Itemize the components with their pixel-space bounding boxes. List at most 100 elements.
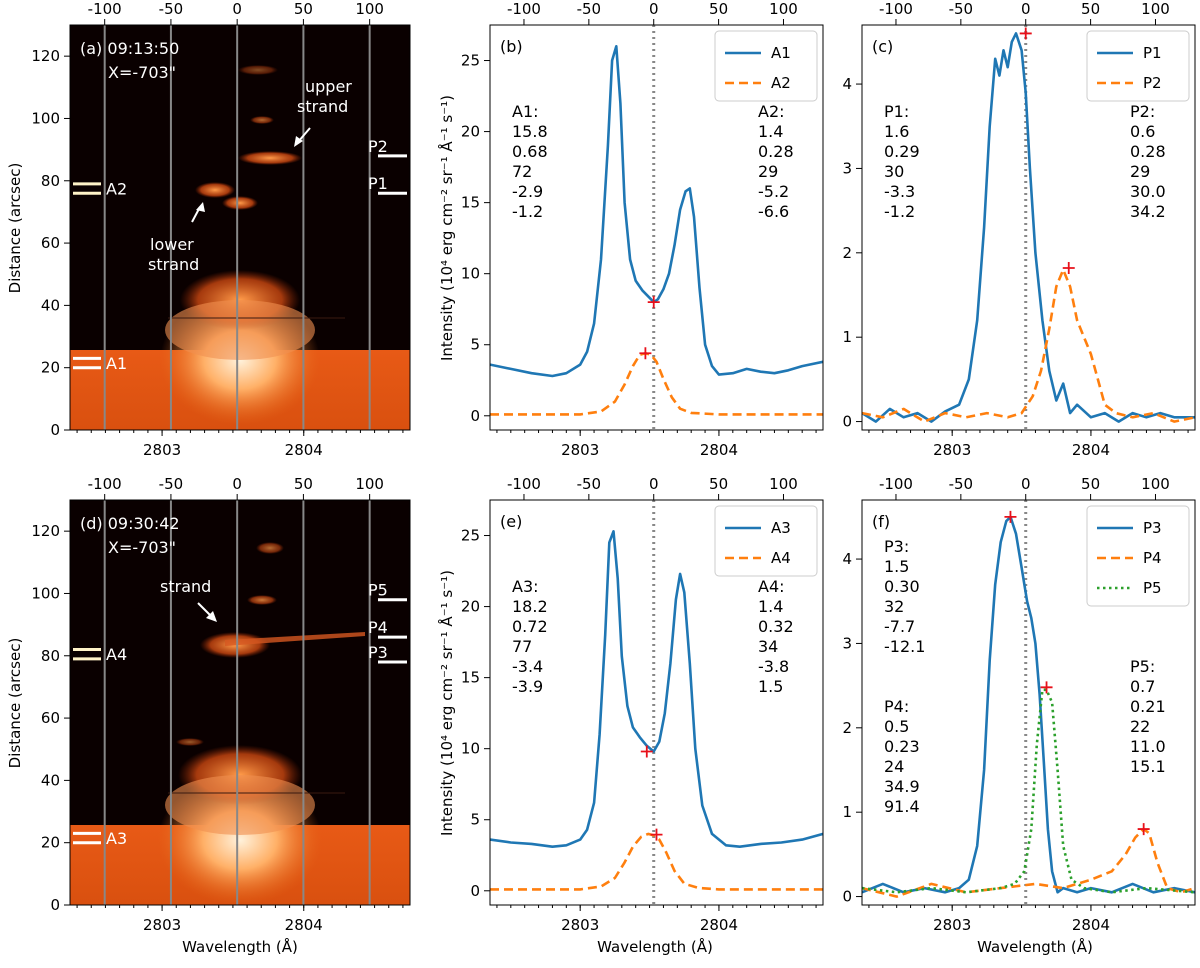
- note-upper-strand: upper strand: [297, 77, 352, 116]
- panel-c-ytick-label: 3: [842, 159, 852, 177]
- panel-b-toptick-label: -100: [507, 0, 541, 18]
- series-p2: [862, 268, 1195, 423]
- stats-a4: A4: 1.4 0.32 34 -3.8 1.5: [758, 577, 794, 696]
- ylabel-e: Intensity (10⁴ erg cm⁻² sr⁻¹ Å⁻¹ s⁻¹): [437, 570, 456, 836]
- panel-a-xtick-label: 2803: [143, 441, 181, 459]
- panel-d-ytick-label: 40: [41, 771, 60, 789]
- panel-d-ytick-label: 20: [41, 834, 60, 852]
- panel-d-toptick-label: -50: [159, 475, 184, 493]
- plabel-p4: P4: [368, 618, 388, 637]
- marker-label-a4: A4: [106, 645, 127, 664]
- legend-label-a3: A3: [771, 519, 791, 537]
- panel-a-toptick-label: -100: [88, 0, 122, 18]
- panel-f-toptick-label: 100: [1141, 475, 1170, 493]
- panel-d-ytick-label: 60: [41, 709, 60, 727]
- peak-marker: [640, 745, 653, 758]
- peak-marker: [1004, 510, 1017, 523]
- legend-label-a1: A1: [771, 44, 791, 62]
- panel-e-toptick-label: 0: [649, 475, 659, 493]
- legend-box: [714, 505, 818, 577]
- panel-b-xtick-label: 2804: [700, 441, 738, 459]
- stats-p3: P3: 1.5 0.30 32 -7.7 -12.1: [884, 537, 925, 656]
- panel-f-toptick-label: -100: [879, 475, 913, 493]
- peak-marker: [650, 828, 663, 841]
- panel-b-ytick-label: 20: [461, 123, 480, 141]
- stats-p2: P2: 0.6 0.28 29 30.0 34.2: [1130, 102, 1166, 221]
- panel-e-toptick-label: -100: [507, 475, 541, 493]
- panel-a-position: X=-703": [108, 63, 176, 82]
- panel-d-toptick-label: 100: [355, 475, 384, 493]
- panel-a-ytick-label: 60: [41, 234, 60, 252]
- legend: A1 A2: [714, 30, 818, 102]
- plot-frame: [861, 24, 1196, 431]
- panel-d-ytick-label: 120: [31, 522, 60, 540]
- xlabel-d: Wavelength (Å): [182, 937, 298, 956]
- series-p3: [862, 515, 1195, 894]
- panel-e-toptick-label: -50: [577, 475, 602, 493]
- series-a1: [490, 44, 823, 378]
- panel-d-toptick-label: 0: [232, 475, 242, 493]
- panel-b-toptick-label: -50: [577, 0, 602, 18]
- legend: P3 P4 P5: [1086, 505, 1190, 607]
- plabel-p1: P1: [368, 174, 388, 193]
- peak-marker: [639, 347, 652, 360]
- panel-a-ytick-label: 0: [50, 421, 60, 439]
- plabel-p5: P5: [368, 581, 388, 600]
- peak-marker: [647, 296, 660, 309]
- panel-e-ytick-label: 10: [461, 740, 480, 758]
- panel-f-ytick-label: 0: [842, 888, 852, 906]
- panel-e-ytick-label: 5: [470, 811, 480, 829]
- panel-f-xtick-label: 2803: [933, 916, 971, 934]
- panel-a-toptick-label: 0: [232, 0, 242, 18]
- panel-e-xtick-label: 2803: [561, 916, 599, 934]
- peak-marker: [1019, 27, 1032, 40]
- panel-e-toptick-label: 100: [769, 475, 798, 493]
- panel-f-toptick-label: 50: [1081, 475, 1100, 493]
- ylabel-a: Distance (arcsec): [6, 163, 24, 294]
- legend: P1 P2: [1086, 30, 1190, 102]
- panel-f-ytick-label: 1: [842, 803, 852, 821]
- panel-e-xtick-label: 2804: [700, 916, 738, 934]
- panel-c-xtick-label: 2804: [1072, 441, 1110, 459]
- panel-d-ytick-label: 80: [41, 647, 60, 665]
- panel-d-toptick-label: -100: [88, 475, 122, 493]
- ylabel-d: Distance (arcsec): [6, 638, 24, 769]
- panel-f-ytick-label: 4: [842, 550, 852, 568]
- panel-d-xtick-label: 2804: [285, 916, 323, 934]
- panel-a-ytick-label: 80: [41, 172, 60, 190]
- series-p4: [862, 827, 1195, 898]
- plabel-p2: P2: [368, 137, 388, 156]
- legend-label-p4: P4: [1143, 549, 1162, 567]
- panel-d-label: (d) 09:30:42: [80, 514, 180, 533]
- plot-frame: [489, 24, 824, 431]
- stats-a1: A1: 15.8 0.68 72 -2.9 -1.2: [512, 102, 548, 221]
- panel-c-ytick-label: 0: [842, 413, 852, 431]
- panel-a-toptick-label: 50: [294, 0, 313, 18]
- legend-box: [714, 30, 818, 102]
- panel-e-ytick-label: 20: [461, 598, 480, 616]
- panel-c-ytick-label: 1: [842, 328, 852, 346]
- panel-b-label: (b): [500, 37, 523, 56]
- xlabel-f: Wavelength (Å): [977, 937, 1093, 956]
- panel-f-spectra: 2803 2804 -100 -50 0 50 100 0 1 2 3 4 (f) P3 P4 P5 P3: 1.…: [842, 475, 1196, 934]
- legend: A3 A4: [714, 505, 818, 577]
- panel-d-xtick-label: 2803: [143, 916, 181, 934]
- panel-b-ytick-label: 15: [461, 194, 480, 212]
- panel-f-toptick-label: 0: [1021, 475, 1031, 493]
- marker-label-a1: A1: [106, 354, 127, 373]
- panel-d-position: X=-703": [108, 538, 176, 557]
- legend-label-p5: P5: [1143, 579, 1162, 597]
- panel-c-ytick-label: 4: [842, 75, 852, 93]
- panel-f-label: (f): [872, 512, 890, 531]
- panel-e-label: (e): [500, 512, 522, 531]
- series-a2: [490, 351, 823, 416]
- panel-c-xtick-label: 2803: [933, 441, 971, 459]
- panel-c-toptick-label: 50: [1081, 0, 1100, 18]
- panel-d-ytick-label: 0: [50, 896, 60, 914]
- note-lower-strand: lower strand: [148, 235, 199, 274]
- panel-c-label: (c): [872, 37, 893, 56]
- arrow-lower-head: [196, 202, 205, 212]
- series-p5: [862, 688, 1195, 894]
